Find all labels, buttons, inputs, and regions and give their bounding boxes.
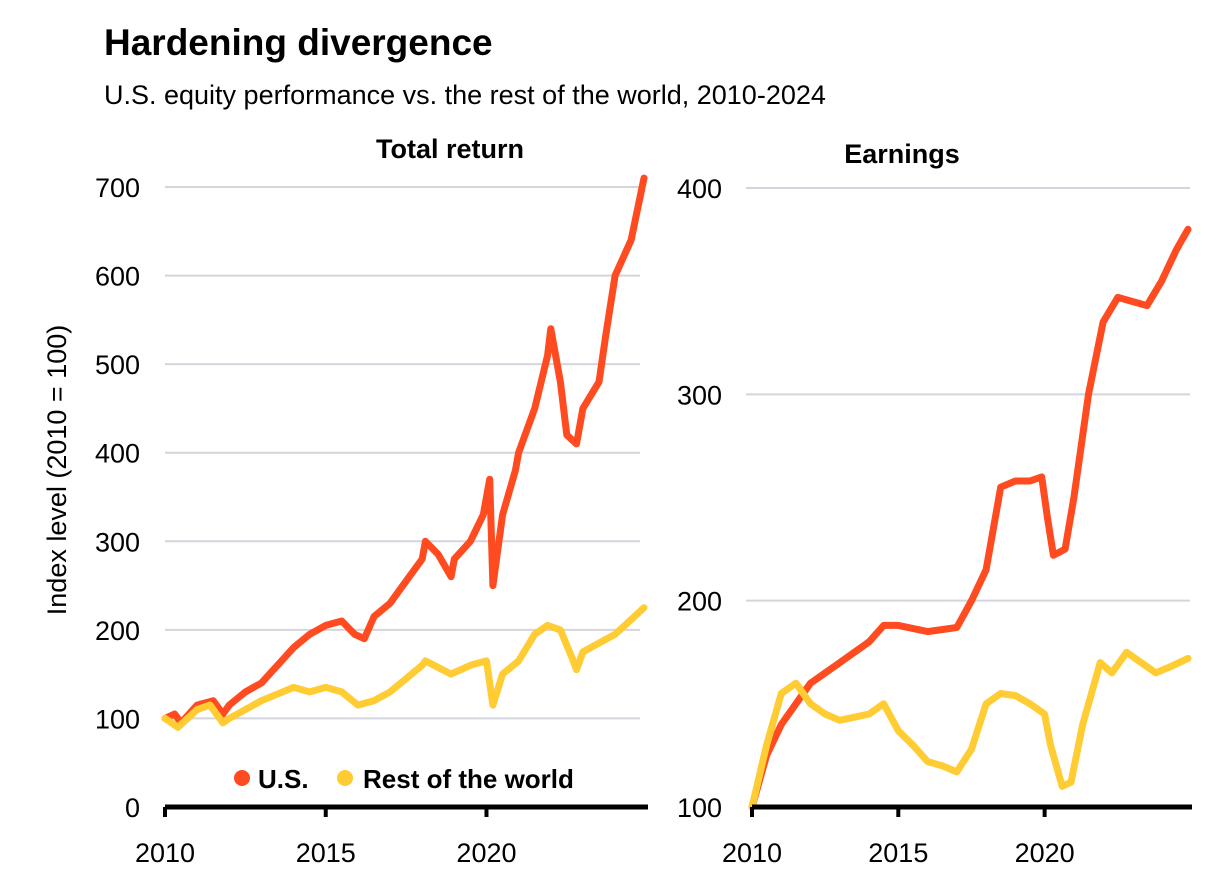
y-tick-label: 600 [95, 262, 140, 292]
y-tick-label: 100 [677, 793, 722, 823]
x-tick-label: 2010 [722, 838, 782, 868]
panel-title: Total return [376, 134, 524, 164]
x-tick-label: 2010 [135, 838, 195, 868]
y-tick-label: 0 [125, 793, 140, 823]
x-tick-label: 2020 [456, 838, 516, 868]
y-tick-label: 700 [95, 173, 140, 203]
panel-title: Earnings [844, 139, 960, 169]
y-tick-label: 400 [95, 439, 140, 469]
y-tick-label: 200 [677, 587, 722, 617]
x-tick-label: 2015 [296, 838, 356, 868]
x-tick-label: 2015 [868, 838, 928, 868]
series-line-rest-of-world [161, 604, 648, 731]
chart-subtitle: U.S. equity performance vs. the rest of … [104, 80, 826, 110]
x-tick-label: 2020 [1015, 838, 1075, 868]
chart-title: Hardening divergence [104, 22, 493, 63]
series-line-us [161, 174, 648, 727]
y-axis-label: Index level (2010 = 100) [42, 325, 72, 615]
series-line-us [748, 225, 1192, 811]
y-tick-label: 500 [95, 350, 140, 380]
y-tick-label: 200 [95, 616, 140, 646]
legend-swatch-us [234, 770, 250, 786]
y-tick-label: 300 [95, 527, 140, 557]
y-tick-label: 100 [95, 704, 140, 734]
legend-label-rest-of-world: Rest of the world [363, 764, 574, 794]
legend-label-us: U.S. [258, 764, 309, 794]
y-tick-label: 400 [677, 174, 722, 204]
series-line-rest-of-world [748, 648, 1192, 811]
legend-swatch-rest-of-world [337, 770, 353, 786]
y-tick-label: 300 [677, 380, 722, 410]
